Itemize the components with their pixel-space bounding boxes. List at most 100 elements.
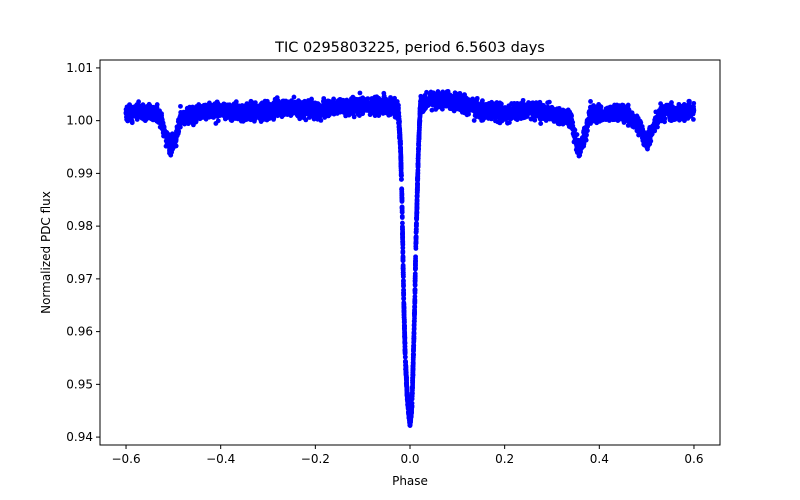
data-point xyxy=(530,116,536,122)
data-point xyxy=(402,324,407,329)
data-point xyxy=(612,102,617,108)
data-point xyxy=(167,135,173,141)
data-point xyxy=(402,335,408,341)
data-point xyxy=(215,118,221,124)
data-point xyxy=(215,100,221,106)
data-point xyxy=(253,103,258,108)
data-point xyxy=(412,275,418,281)
data-point xyxy=(471,118,477,123)
data-point xyxy=(417,105,423,111)
data-point xyxy=(401,287,407,293)
data-point xyxy=(400,250,406,256)
data-point xyxy=(416,149,421,155)
data-point xyxy=(413,234,419,240)
data-point xyxy=(391,108,397,114)
data-point xyxy=(167,148,173,154)
data-point xyxy=(471,99,477,104)
data-point xyxy=(596,118,602,124)
data-point xyxy=(413,229,419,235)
data-point xyxy=(338,97,344,103)
data-point xyxy=(400,224,405,230)
data-point xyxy=(399,186,405,192)
data-point xyxy=(324,107,330,113)
data-point xyxy=(334,111,340,116)
data-point xyxy=(441,100,447,106)
data-point xyxy=(344,99,350,105)
data-point xyxy=(402,347,408,353)
data-point xyxy=(596,102,602,107)
data-point xyxy=(552,107,558,113)
data-point xyxy=(398,166,404,171)
data-point xyxy=(193,118,199,124)
data-point xyxy=(389,97,395,103)
data-point xyxy=(402,340,408,345)
data-point xyxy=(414,194,420,199)
data-point xyxy=(550,112,556,118)
data-point xyxy=(546,99,552,105)
data-point xyxy=(400,235,405,241)
data-point xyxy=(400,262,406,268)
data-point xyxy=(578,144,584,150)
data-point xyxy=(523,110,529,116)
data-point xyxy=(398,176,404,182)
data-point xyxy=(625,102,631,108)
data-point xyxy=(411,338,417,344)
data-point xyxy=(369,108,375,114)
data-point xyxy=(235,103,241,109)
data-point xyxy=(179,111,185,116)
data-point xyxy=(449,94,455,100)
data-point xyxy=(351,114,357,120)
data-point xyxy=(341,104,347,109)
data-point xyxy=(317,114,323,120)
data-point xyxy=(637,118,643,124)
data-point xyxy=(387,109,393,114)
data-point xyxy=(410,378,416,384)
data-point xyxy=(411,342,417,348)
data-point xyxy=(415,169,421,175)
data-point xyxy=(400,220,405,226)
data-point xyxy=(412,303,418,309)
data-point xyxy=(460,106,465,112)
data-point xyxy=(399,196,405,202)
data-point xyxy=(223,114,229,120)
data-point xyxy=(635,124,641,130)
data-point xyxy=(441,91,447,96)
data-point xyxy=(262,98,268,104)
data-point xyxy=(151,111,157,117)
data-point xyxy=(239,104,245,110)
data-point xyxy=(417,113,423,119)
data-point xyxy=(405,398,411,404)
data-point xyxy=(404,382,409,388)
data-point xyxy=(401,305,407,311)
data-point xyxy=(415,155,421,161)
data-point xyxy=(676,101,682,107)
data-point xyxy=(397,144,403,150)
data-point xyxy=(414,212,420,218)
data-point xyxy=(498,104,503,110)
data-point xyxy=(398,155,404,161)
data-point xyxy=(412,287,418,293)
data-point xyxy=(176,119,182,124)
data-point xyxy=(404,394,410,400)
data-point xyxy=(200,103,206,109)
data-point xyxy=(124,116,130,122)
data-point xyxy=(484,115,490,120)
data-point xyxy=(449,101,454,107)
data-point xyxy=(493,103,499,109)
data-point xyxy=(404,388,410,393)
data-point xyxy=(662,119,667,125)
data-point xyxy=(669,100,674,105)
data-point xyxy=(417,118,423,124)
data-point xyxy=(569,124,575,130)
data-point xyxy=(411,347,416,352)
data-point xyxy=(398,171,404,176)
data-point xyxy=(404,375,409,381)
data-point xyxy=(412,266,418,272)
data-point xyxy=(349,97,355,103)
data-point xyxy=(612,107,618,113)
data-point xyxy=(466,98,472,103)
data-point xyxy=(486,100,492,106)
data-point xyxy=(518,106,524,112)
